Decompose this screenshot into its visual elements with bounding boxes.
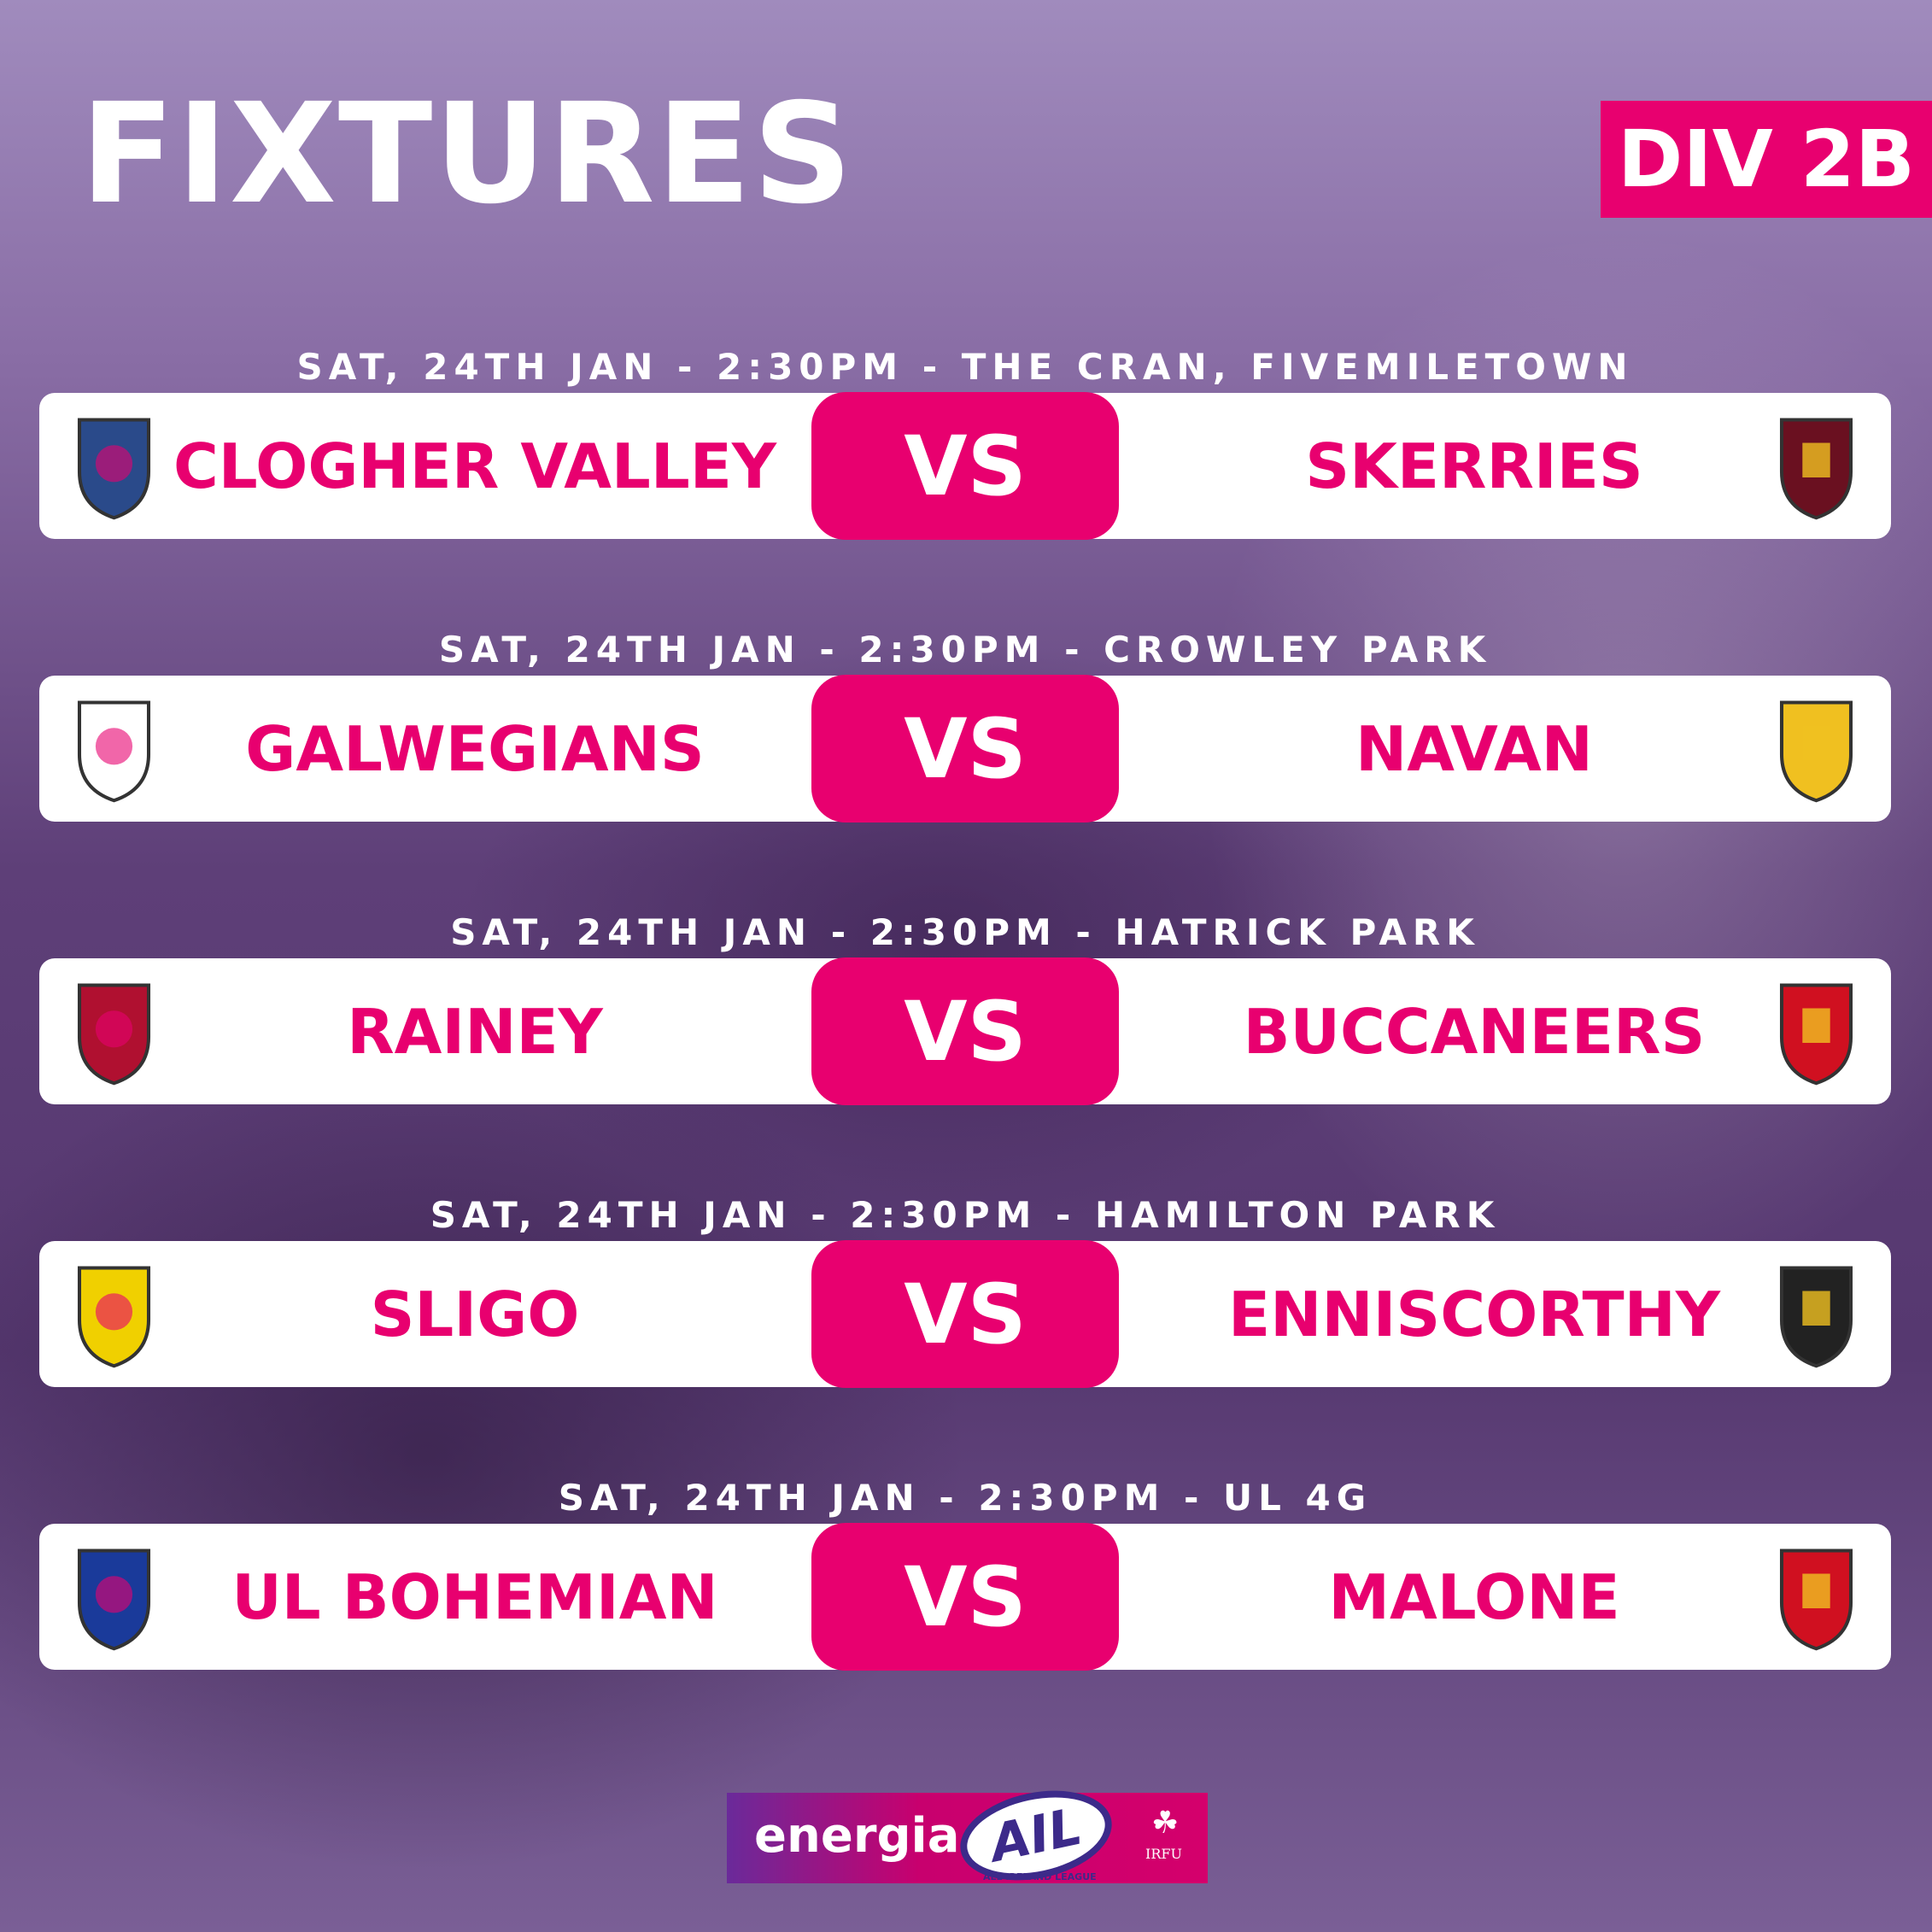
vs-badge: VS bbox=[811, 675, 1119, 823]
fixture-date-venue: SAT, 24TH JAN - 2:30PM - HATRICK PARK bbox=[450, 911, 1480, 953]
home-crest-icon bbox=[77, 983, 151, 1086]
fixture-card: SLIGO VS ENNISCORTHY bbox=[39, 1240, 1891, 1388]
away-team-name: MALONE bbox=[1328, 1560, 1620, 1633]
away-crest-icon bbox=[1779, 418, 1853, 520]
fixture-card: RAINEY VS BUCCANEERS bbox=[39, 957, 1891, 1105]
home-crest-icon bbox=[77, 1549, 151, 1651]
irfu-label: IRFU bbox=[1145, 1846, 1182, 1862]
home-team-name: SLIGO bbox=[370, 1278, 580, 1350]
fixture-date-venue: SAT, 24TH JAN - 2:30PM - UL 4G bbox=[558, 1477, 1373, 1519]
away-crest-icon bbox=[1779, 700, 1853, 803]
home-team-name: GALWEGIANS bbox=[245, 712, 705, 785]
home-crest-icon bbox=[77, 1266, 151, 1368]
away-crest-icon bbox=[1779, 1266, 1853, 1368]
vs-badge: VS bbox=[811, 1240, 1119, 1388]
home-crest-icon bbox=[77, 418, 151, 520]
energia-logo: energia bbox=[754, 1808, 960, 1864]
home-team-name: RAINEY bbox=[347, 995, 603, 1068]
away-team-name: NAVAN bbox=[1355, 712, 1593, 785]
vs-badge: VS bbox=[811, 1523, 1119, 1671]
fixture-card: UL BOHEMIAN VS MALONE bbox=[39, 1523, 1891, 1671]
home-crest-icon bbox=[77, 700, 151, 803]
fixture-date-venue: SAT, 24TH JAN - 2:30PM - HAMILTON PARK bbox=[430, 1194, 1501, 1236]
vs-badge: VS bbox=[811, 392, 1119, 540]
vs-badge: VS bbox=[811, 957, 1119, 1105]
division-badge: DIV 2B bbox=[1601, 101, 1932, 218]
ail-subtitle: ALL IRELAND LEAGUE bbox=[983, 1871, 1097, 1882]
fixture-date-venue: SAT, 24TH JAN - 2:30PM - CROWLEY PARK bbox=[438, 629, 1492, 670]
fixture-card: GALWEGIANS VS NAVAN bbox=[39, 675, 1891, 823]
irfu-shamrock-icon: ☘ bbox=[1151, 1806, 1180, 1841]
away-team-name: SKERRIES bbox=[1305, 430, 1643, 502]
away-crest-icon bbox=[1779, 1549, 1853, 1651]
home-team-name: CLOGHER VALLEY bbox=[173, 430, 777, 502]
fixture-card: CLOGHER VALLEY VS SKERRIES bbox=[39, 392, 1891, 540]
page-title: FIXTURES bbox=[80, 74, 854, 235]
fixture-date-venue: SAT, 24TH JAN - 2:30PM - THE CRAN, FIVEM… bbox=[296, 346, 1634, 388]
away-team-name: ENNISCORTHY bbox=[1227, 1278, 1721, 1350]
away-crest-icon bbox=[1779, 983, 1853, 1086]
sponsor-logo-banner: energia AIL ALL IRELAND LEAGUE ☘ IRFU bbox=[727, 1777, 1208, 1894]
home-team-name: UL BOHEMIAN bbox=[231, 1560, 718, 1633]
away-team-name: BUCCANEERS bbox=[1243, 995, 1706, 1068]
